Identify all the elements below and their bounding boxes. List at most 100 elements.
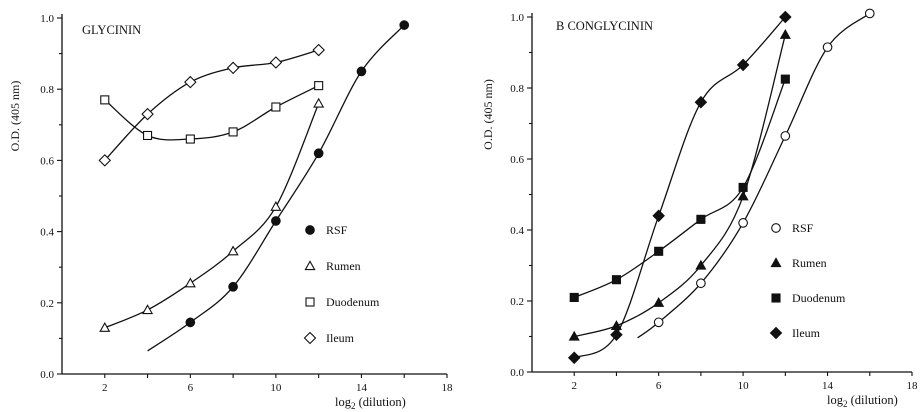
- data-point: [143, 130, 153, 141]
- data-point: [611, 275, 621, 285]
- data-point: [271, 216, 281, 226]
- legend-label: Duodenum: [326, 295, 380, 309]
- legend-marker: [304, 260, 316, 271]
- chart-panel-2: 0.0 0.2 0.4 0.6 0.8 1.0 2 6 10 14 18 B CONGLYCININ O…: [481, 8, 919, 409]
- legend-label: Ileum: [792, 326, 821, 340]
- y-tick-label: 0.6: [510, 154, 524, 166]
- x-axis-label: log2 (dilution): [827, 393, 898, 409]
- data-point: [99, 321, 111, 332]
- data-point: [694, 95, 708, 109]
- series-line: [573, 78, 786, 299]
- legend-label: RSF: [792, 221, 814, 235]
- x-tick-label: 6: [656, 380, 662, 392]
- y-axis-label: O.D. (405 nm): [481, 79, 495, 150]
- x-tick-label: 18: [442, 382, 454, 394]
- y-axis-label: O.D. (405 nm): [8, 81, 22, 152]
- legend-label: Ileum: [326, 331, 355, 345]
- x-tick-label: 2: [102, 382, 108, 394]
- y-tick-label: 1.0: [510, 12, 524, 24]
- data-point: [610, 328, 623, 342]
- data-point: [822, 42, 833, 53]
- y-tick-label: 0.2: [40, 298, 54, 310]
- x-tick-label: 14: [356, 382, 368, 394]
- data-point: [652, 209, 665, 223]
- x-tick-label: 6: [188, 382, 194, 394]
- x-tick-label: 2: [571, 380, 577, 392]
- series-line: [104, 85, 319, 141]
- data-point: [653, 297, 665, 307]
- data-point: [312, 43, 325, 57]
- series-rumen: [99, 97, 325, 332]
- series-ileum: [567, 10, 792, 365]
- data-point: [779, 29, 791, 39]
- legend-label: RSF: [326, 223, 348, 237]
- series-duodenum: [100, 81, 324, 144]
- legend-marker: [303, 331, 317, 345]
- data-point: [185, 134, 195, 144]
- data-point: [399, 20, 410, 30]
- legend-label: Rumen: [326, 259, 361, 273]
- data-point: [141, 107, 154, 121]
- data-point: [654, 246, 664, 256]
- data-point: [270, 200, 282, 211]
- series-rsf: [147, 20, 410, 352]
- data-point: [653, 317, 664, 328]
- x-tick-label: 14: [822, 380, 834, 392]
- legend-marker: [769, 326, 783, 340]
- series-line: [574, 34, 786, 338]
- data-point: [864, 8, 875, 19]
- series-rsf: [637, 8, 875, 339]
- series-rumen: [568, 29, 791, 341]
- data-point: [695, 259, 707, 270]
- data-point: [737, 190, 749, 201]
- legend-marker: [305, 225, 315, 235]
- data-point: [100, 95, 110, 105]
- legend-label: Duodenum: [792, 291, 846, 305]
- data-point: [227, 245, 239, 256]
- y-tick-label: 1.0: [40, 13, 54, 25]
- data-point: [569, 292, 579, 303]
- data-point: [271, 102, 281, 112]
- y-tick-label: 0.2: [510, 296, 524, 308]
- data-point: [313, 148, 324, 159]
- data-point: [226, 61, 240, 75]
- data-point: [696, 214, 706, 224]
- y-tick-label: 0.4: [40, 227, 54, 239]
- data-point: [567, 351, 581, 365]
- series-line: [573, 16, 786, 359]
- data-point: [142, 304, 154, 315]
- data-point: [184, 277, 196, 288]
- x-tick-label: 10: [738, 380, 750, 392]
- y-tick-label: 0.8: [40, 84, 54, 96]
- data-point: [356, 66, 367, 77]
- legend-marker: [771, 223, 781, 233]
- y-tick-label: 0.6: [40, 155, 54, 167]
- data-point: [780, 74, 790, 84]
- data-point: [738, 218, 748, 228]
- chart-title: GLYCININ: [82, 23, 141, 37]
- chart-title: B CONGLYCININ: [556, 19, 653, 33]
- series-ileum: [98, 43, 325, 167]
- data-point: [184, 75, 197, 89]
- data-point: [314, 81, 324, 91]
- y-tick-label: 0.8: [510, 83, 524, 95]
- data-point: [228, 127, 238, 137]
- data-point: [269, 56, 283, 69]
- data-point: [313, 97, 325, 108]
- x-tick-label: 18: [907, 380, 919, 392]
- data-point: [780, 131, 791, 141]
- legend-marker: [771, 293, 781, 303]
- legend-label: Rumen: [792, 256, 827, 270]
- data-point: [568, 330, 580, 341]
- y-tick-label: 0.4: [510, 225, 524, 237]
- legend-marker: [770, 257, 782, 268]
- x-axis-label: log2 (dilution): [335, 395, 406, 411]
- data-point: [228, 281, 238, 292]
- series-line: [104, 49, 319, 161]
- data-point: [736, 58, 750, 72]
- data-point: [185, 317, 196, 328]
- chart-panel-1: 0.0 0.2 0.4 0.6 0.8 1.0 2 6 10 14 18 GLYCININ O.D. (…: [8, 13, 453, 411]
- x-tick-label: 10: [270, 382, 282, 394]
- data-point: [696, 278, 706, 289]
